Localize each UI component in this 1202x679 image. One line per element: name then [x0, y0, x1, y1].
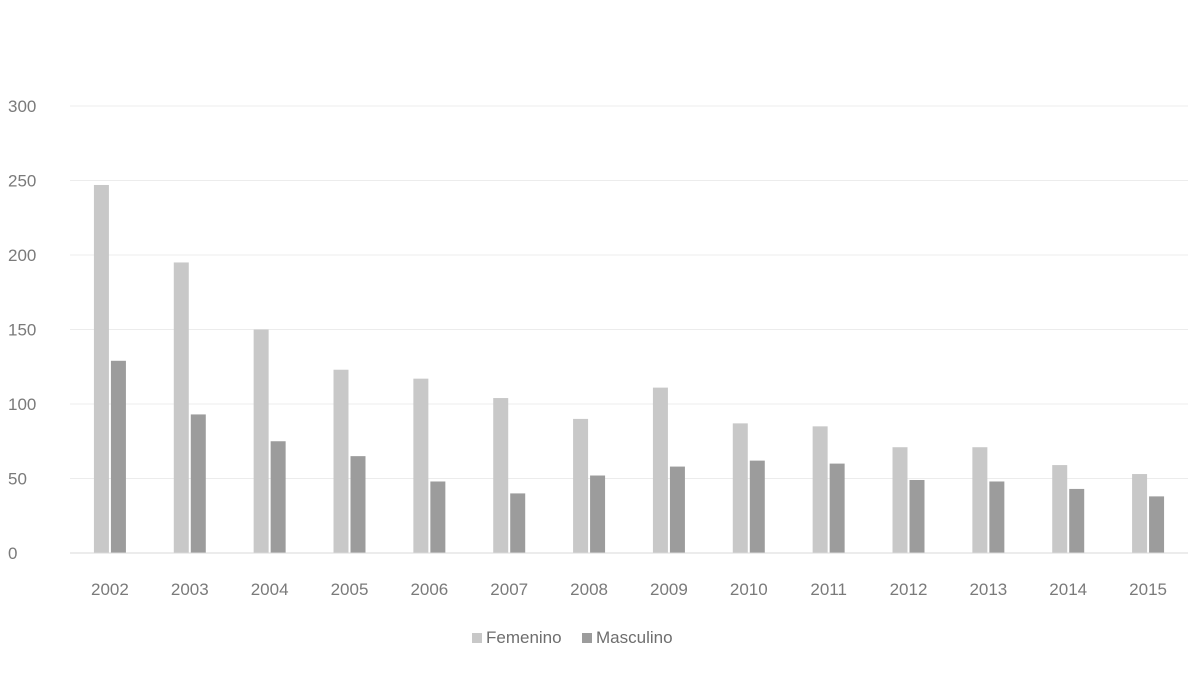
x-tick-label: 2002 — [91, 580, 129, 599]
bar-masculino-2002 — [110, 360, 126, 553]
bar-masculino-2010 — [749, 460, 765, 553]
legend-label: Femenino — [486, 628, 562, 647]
bar-masculino-2003 — [190, 414, 206, 553]
bars — [93, 184, 1165, 553]
x-tick-label: 2011 — [810, 580, 847, 599]
y-tick-label: 250 — [8, 172, 36, 191]
bar-femenino-2006 — [413, 378, 429, 553]
bar-masculino-2004 — [270, 441, 286, 553]
bar-femenino-2004 — [253, 329, 269, 553]
bar-femenino-2014 — [1052, 465, 1068, 553]
bar-femenino-2015 — [1132, 474, 1148, 553]
x-tick-label: 2008 — [570, 580, 608, 599]
bar-femenino-2008 — [573, 418, 589, 553]
y-tick-label: 100 — [8, 395, 36, 414]
legend-item-femenino: Femenino — [472, 628, 562, 647]
x-tick-label: 2007 — [490, 580, 528, 599]
bar-masculino-2012 — [909, 479, 925, 553]
bar-masculino-2015 — [1149, 496, 1165, 553]
bar-masculino-2014 — [1069, 488, 1085, 553]
x-tick-label: 2014 — [1049, 580, 1087, 599]
gridlines — [70, 105, 1188, 479]
y-tick-label: 50 — [8, 470, 27, 489]
bar-femenino-2002 — [93, 184, 109, 553]
bar-masculino-2013 — [989, 481, 1005, 553]
legend-swatch — [472, 633, 482, 643]
x-tick-label: 2009 — [650, 580, 688, 599]
bar-masculino-2006 — [430, 481, 446, 553]
bar-femenino-2013 — [972, 447, 988, 553]
legend-item-masculino: Masculino — [582, 628, 673, 647]
bar-femenino-2007 — [493, 398, 509, 553]
bar-femenino-2005 — [333, 369, 349, 553]
bar-masculino-2005 — [350, 456, 366, 553]
y-axis-ticks: 0 50 100 150 200 250 300 — [8, 97, 36, 563]
bar-femenino-2010 — [732, 423, 748, 553]
bar-masculino-2009 — [669, 466, 685, 553]
x-tick-label: 2015 — [1129, 580, 1167, 599]
x-tick-label: 2013 — [969, 580, 1007, 599]
legend: Femenino Masculino — [472, 628, 673, 647]
bar-femenino-2003 — [173, 262, 189, 553]
x-tick-label: 2005 — [331, 580, 369, 599]
x-axis-ticks: 2002 2003 2004 2005 2006 2007 2008 2009 2010 2011… — [91, 580, 1167, 599]
bar-masculino-2008 — [590, 475, 606, 553]
y-tick-label: 300 — [8, 97, 36, 116]
x-tick-label: 2010 — [730, 580, 768, 599]
bar-masculino-2011 — [829, 463, 845, 553]
y-tick-label: 0 — [8, 544, 17, 563]
bar-femenino-2009 — [652, 387, 668, 553]
y-tick-label: 150 — [8, 321, 36, 340]
bar-femenino-2011 — [812, 426, 828, 553]
x-tick-label: 2006 — [410, 580, 448, 599]
bar-femenino-2012 — [892, 447, 908, 553]
x-tick-label: 2003 — [171, 580, 209, 599]
y-tick-label: 200 — [8, 246, 36, 265]
legend-swatch — [582, 633, 592, 643]
x-tick-label: 2012 — [890, 580, 928, 599]
bar-masculino-2007 — [510, 493, 526, 553]
legend-label: Masculino — [596, 628, 673, 647]
x-tick-label: 2004 — [251, 580, 289, 599]
